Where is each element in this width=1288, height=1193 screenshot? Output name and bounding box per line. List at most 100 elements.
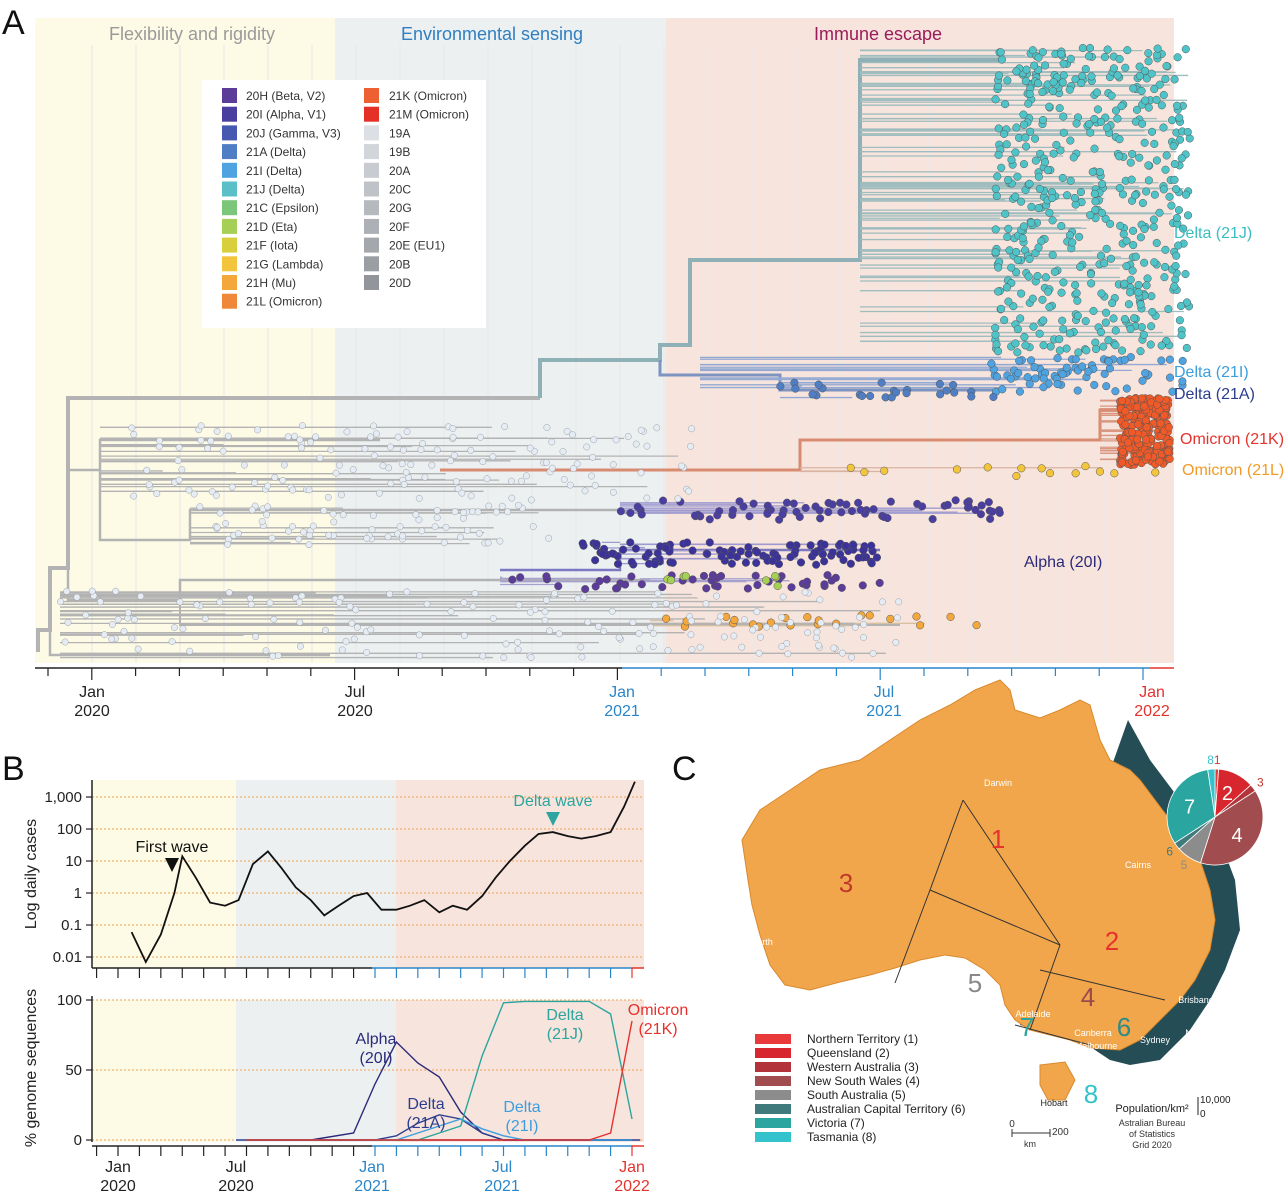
tree-tip-c6 [661, 543, 670, 553]
tree-tip-c10 [527, 496, 535, 504]
tree-tip-c6 [726, 551, 735, 560]
tree-tip-c0 [1103, 123, 1112, 132]
tree-tip-c0 [1096, 117, 1106, 126]
tree-tip-c11 [474, 508, 482, 516]
tree-tip-c0 [1155, 208, 1164, 217]
tree-tip-c12 [403, 588, 411, 596]
tree-tip-c12 [82, 611, 90, 619]
tree-tip-c2 [791, 384, 800, 393]
tree-tip-c0 [1174, 206, 1183, 215]
tree-tip-c11 [325, 531, 333, 539]
tree-tip-c7 [595, 577, 604, 586]
tree-tip-c10 [185, 486, 193, 494]
tree-tip-c9 [662, 614, 671, 623]
tree-tip-c12 [526, 608, 534, 616]
tree-tip-c0 [1129, 226, 1138, 235]
border-nt-sa [929, 889, 1061, 946]
tree-tip-c0 [1176, 301, 1186, 311]
tree-tip-c1 [987, 359, 996, 368]
tree-tip-c12 [296, 618, 304, 626]
tree-tip-c10 [687, 442, 695, 450]
legend-label-7: 21C (Epsilon) [246, 201, 319, 215]
tree-tip-c7 [820, 580, 829, 589]
tree-tip-c0 [1025, 254, 1034, 264]
tree-tip-c0 [1011, 192, 1020, 201]
tree-tip-c12 [274, 652, 282, 660]
tree-tips [57, 43, 1194, 662]
b-top-xticks [95, 968, 633, 978]
tree-tip-c0 [1123, 46, 1132, 55]
tree-tip-c12 [741, 616, 748, 623]
tree-tip-c2 [776, 382, 785, 391]
tree-tip-c0 [1103, 45, 1112, 54]
tree-tip-c0 [1131, 252, 1140, 261]
tree-tip-c12 [363, 648, 371, 656]
tree-tip-c10 [402, 468, 410, 476]
tree-tip-c0 [1059, 71, 1068, 80]
tree-tip-c3 [1128, 428, 1137, 437]
tree-tip-c10 [417, 446, 425, 454]
tree-tip-c0 [1078, 43, 1087, 53]
tree-tip-c0 [1159, 185, 1168, 194]
tree-tip-c9 [865, 611, 874, 620]
tree-tip-c0 [1039, 341, 1048, 350]
tree-tip-c0 [1019, 160, 1029, 169]
tree-tip-c0 [1076, 188, 1086, 197]
tree-tip-c0 [1025, 89, 1034, 98]
tree-tip-c12 [415, 631, 423, 639]
tree-tip-c12 [772, 623, 780, 631]
tree-tip-c0 [1150, 84, 1159, 94]
tree-tip-c12 [714, 618, 722, 626]
tree-tip-c12 [423, 600, 431, 608]
tree-tip-c10 [566, 481, 574, 489]
tree-tip-c3 [1124, 438, 1133, 447]
tree-tip-c10 [156, 437, 164, 445]
tree-tip-c0 [1021, 341, 1030, 350]
tree-tip-c7 [627, 572, 636, 581]
tree-tip-c5 [633, 502, 642, 511]
legend-label-12: 21L (Omicron) [246, 295, 322, 309]
tree-tip-c6 [578, 539, 587, 548]
tree-tip-c12 [471, 589, 479, 597]
tree-tip-c0 [994, 150, 1003, 159]
tree-tip-c12 [541, 608, 549, 616]
a-tick-year-1: 2020 [337, 703, 373, 720]
tree-tip-c0 [1177, 331, 1186, 340]
tree-tip-c7 [688, 575, 697, 584]
tree-tip-c0 [1150, 139, 1159, 148]
tree-tip-c10 [296, 436, 304, 444]
legend-label-1: 20H (Beta, V2) [246, 89, 325, 103]
tree-tip-c0 [1147, 127, 1157, 136]
tree-tip-c5 [828, 500, 837, 509]
tree-tip-c11 [248, 506, 256, 514]
tree-tip-c0 [1171, 261, 1180, 271]
tree-tip-c10 [204, 444, 212, 452]
tree-tip-c10 [394, 433, 402, 441]
tree-tip-c12 [338, 646, 346, 654]
tree-tip-c10 [407, 461, 415, 469]
legend-label-b1: 21K (Omicron) [389, 89, 467, 103]
tree-tip-c5 [971, 505, 980, 515]
tree-tip-c5 [988, 507, 997, 516]
tree-tip-c12 [578, 653, 586, 661]
tree-tip-c6 [626, 538, 635, 547]
tree-tip-c0 [1024, 272, 1033, 281]
tree-tip-c6 [608, 549, 617, 558]
legend-label-3: 20J (Gamma, V3) [246, 126, 341, 140]
tree-tip-c1 [1178, 377, 1187, 386]
tree-tip-c0 [1140, 138, 1149, 147]
tree-tip-c10 [178, 466, 186, 474]
clade-label-omicron-21k: Omicron (21K) [1180, 431, 1284, 448]
tree-tip-c0 [1100, 52, 1109, 62]
tree-tip-c11 [433, 506, 441, 514]
tree-tip-c4 [952, 465, 962, 474]
tree-tip-c5 [951, 496, 960, 505]
tree-tip-c10 [609, 488, 617, 496]
tree-tip-c0 [1152, 95, 1161, 104]
tree-tip-c0 [1058, 173, 1067, 183]
tree-tip-c4 [1110, 469, 1119, 478]
tree-tip-c12 [350, 635, 358, 643]
border-nt-qld [962, 799, 1061, 946]
tree-tip-c6 [839, 555, 848, 565]
legend-swatch-3 [222, 125, 237, 141]
